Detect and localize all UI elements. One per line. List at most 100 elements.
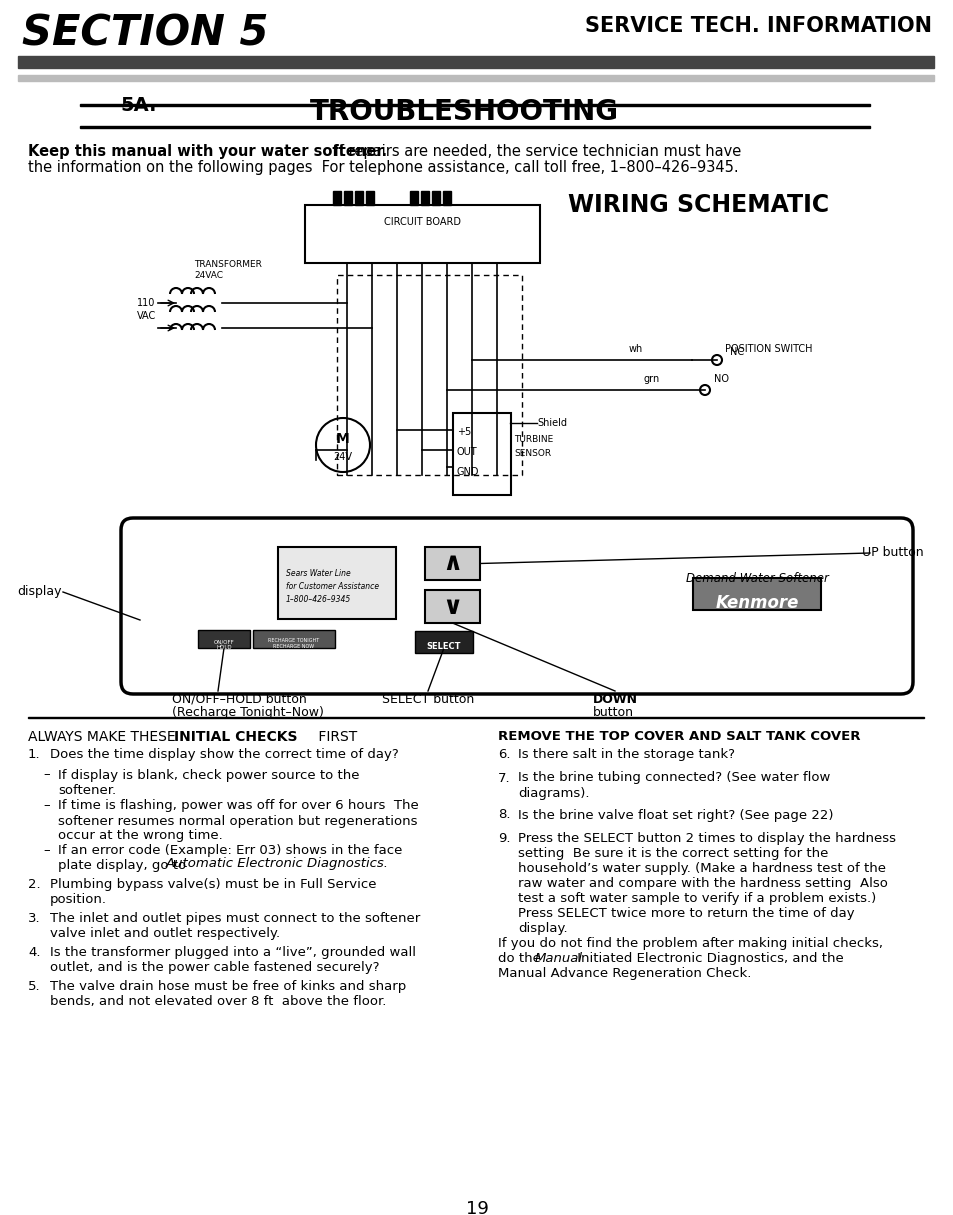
- Bar: [424, 547, 479, 580]
- Text: 24V: 24V: [334, 452, 352, 462]
- Text: SECTION 5: SECTION 5: [22, 12, 268, 53]
- Bar: [198, 631, 250, 648]
- Text: TURBINE: TURBINE: [514, 435, 553, 443]
- Text: 24VAC: 24VAC: [193, 271, 223, 279]
- Text: 19: 19: [465, 1200, 488, 1215]
- Text: FIRST: FIRST: [314, 730, 356, 744]
- Text: RECHARGE TONIGHT: RECHARGE TONIGHT: [268, 638, 319, 643]
- Text: REMOVE THE TOP COVER AND SALT TANK COVER: REMOVE THE TOP COVER AND SALT TANK COVER: [497, 730, 860, 744]
- Text: do the: do the: [497, 953, 544, 965]
- Text: CIRCUIT BOARD: CIRCUIT BOARD: [384, 217, 460, 227]
- Text: NO: NO: [713, 374, 728, 384]
- Text: 3.: 3.: [28, 912, 41, 925]
- Text: –: –: [43, 799, 50, 813]
- Text: Demand Water Softener: Demand Water Softener: [685, 572, 827, 584]
- Text: display: display: [17, 586, 62, 599]
- Text: 1–800–426–9345: 1–800–426–9345: [286, 595, 351, 604]
- Text: for Customer Assistance: for Customer Assistance: [286, 582, 378, 590]
- Text: Plumbing bypass valve(s) must be in Full Service
position.: Plumbing bypass valve(s) must be in Full…: [50, 878, 376, 906]
- Text: 2.: 2.: [28, 878, 41, 891]
- Text: grn: grn: [643, 374, 659, 384]
- Text: 5A.: 5A.: [120, 96, 156, 115]
- Bar: [692, 578, 821, 610]
- Text: GND: GND: [456, 467, 479, 477]
- Text: TROUBLESHOOTING: TROUBLESHOOTING: [310, 98, 618, 126]
- Text: –: –: [43, 769, 50, 781]
- Bar: [420, 191, 429, 205]
- Bar: [305, 205, 539, 262]
- Text: Keep this manual with your water softener.: Keep this manual with your water softene…: [28, 145, 387, 159]
- Text: 4.: 4.: [28, 946, 40, 959]
- Bar: [415, 631, 473, 652]
- Text: Manual Advance Regeneration Check.: Manual Advance Regeneration Check.: [497, 967, 751, 981]
- Text: Manual: Manual: [535, 953, 582, 965]
- Bar: [333, 191, 340, 205]
- Text: SERVICE TECH. INFORMATION: SERVICE TECH. INFORMATION: [584, 16, 931, 36]
- Text: HOLD: HOLD: [216, 645, 232, 650]
- Text: ON/OFF: ON/OFF: [213, 639, 234, 644]
- Text: If repairs are needed, the service technician must have: If repairs are needed, the service techn…: [330, 145, 740, 159]
- Text: DOWN: DOWN: [593, 693, 638, 706]
- Bar: [366, 191, 374, 205]
- Bar: [432, 191, 439, 205]
- Text: TRANSFORMER: TRANSFORMER: [193, 260, 262, 269]
- Text: Sears Water Line: Sears Water Line: [286, 569, 351, 578]
- Bar: [80, 126, 869, 128]
- Text: ∧: ∧: [442, 552, 462, 576]
- Text: 1.: 1.: [28, 748, 41, 761]
- Text: 6.: 6.: [497, 748, 510, 761]
- Bar: [253, 631, 335, 648]
- Text: M: M: [335, 433, 350, 446]
- Text: RECHARGE NOW: RECHARGE NOW: [274, 644, 314, 649]
- Text: Kenmore: Kenmore: [715, 594, 798, 612]
- Text: wh: wh: [628, 344, 642, 354]
- Text: button: button: [593, 706, 634, 719]
- Bar: [442, 191, 451, 205]
- Text: +5: +5: [456, 426, 471, 437]
- Text: If you do not find the problem after making initial checks,: If you do not find the problem after mak…: [497, 937, 882, 949]
- Text: Is the brine tubing connected? (See water flow
diagrams).: Is the brine tubing connected? (See wate…: [517, 772, 829, 799]
- Text: Is the transformer plugged into a “live”, grounded wall
outlet, and is the power: Is the transformer plugged into a “live”…: [50, 946, 416, 974]
- Text: SENSOR: SENSOR: [514, 450, 551, 458]
- Text: POSITION SWITCH: POSITION SWITCH: [724, 344, 812, 354]
- Bar: [424, 590, 479, 623]
- Text: WIRING SCHEMATIC: WIRING SCHEMATIC: [567, 193, 828, 217]
- Text: –: –: [43, 844, 50, 857]
- Bar: [453, 413, 511, 495]
- Text: Does the time display show the correct time of day?: Does the time display show the correct t…: [50, 748, 398, 761]
- Text: If time is flashing, power was off for over 6 hours  The
softener resumes normal: If time is flashing, power was off for o…: [58, 799, 418, 842]
- Text: If an error code (Example: Err 03) shows in the face
plate display, go to: If an error code (Example: Err 03) shows…: [58, 844, 402, 872]
- Text: Is the brine valve float set right? (See page 22): Is the brine valve float set right? (See…: [517, 808, 833, 821]
- Bar: [410, 191, 417, 205]
- Bar: [277, 547, 395, 618]
- Text: The inlet and outlet pipes must connect to the softener
valve inlet and outlet r: The inlet and outlet pipes must connect …: [50, 912, 420, 940]
- Bar: [344, 191, 352, 205]
- Bar: [355, 191, 363, 205]
- Text: UP button: UP button: [862, 547, 923, 559]
- Text: ON/OFF–HOLD button: ON/OFF–HOLD button: [172, 693, 307, 706]
- Text: 7.: 7.: [497, 772, 510, 785]
- Text: SELECT: SELECT: [426, 642, 460, 651]
- Text: Press the SELECT button 2 times to display the hardness
setting  Be sure it is t: Press the SELECT button 2 times to displ…: [517, 832, 895, 936]
- Bar: [28, 717, 923, 718]
- Bar: [336, 275, 521, 475]
- Text: 8.: 8.: [497, 808, 510, 821]
- Bar: [18, 56, 933, 68]
- Text: Initiated Electronic Diagnostics, and the: Initiated Electronic Diagnostics, and th…: [573, 953, 842, 965]
- Text: SELECT button: SELECT button: [381, 693, 474, 706]
- FancyBboxPatch shape: [121, 518, 912, 694]
- Text: VAC: VAC: [137, 311, 156, 321]
- Text: ALWAYS MAKE THESE: ALWAYS MAKE THESE: [28, 730, 180, 744]
- Bar: [18, 75, 933, 81]
- Text: OUT: OUT: [456, 447, 477, 457]
- Text: Shield: Shield: [537, 418, 566, 428]
- Text: The valve drain hose must be free of kinks and sharp
bends, and not elevated ove: The valve drain hose must be free of kin…: [50, 981, 406, 1008]
- Text: NC: NC: [729, 347, 743, 357]
- Text: 5.: 5.: [28, 981, 41, 993]
- Text: INITIAL CHECKS: INITIAL CHECKS: [173, 730, 297, 744]
- Text: 9.: 9.: [497, 832, 510, 844]
- Text: ∨: ∨: [442, 594, 462, 618]
- Text: Automatic Electronic Diagnostics.: Automatic Electronic Diagnostics.: [166, 858, 389, 870]
- Bar: [80, 104, 869, 106]
- Text: If display is blank, check power source to the
softener.: If display is blank, check power source …: [58, 769, 359, 797]
